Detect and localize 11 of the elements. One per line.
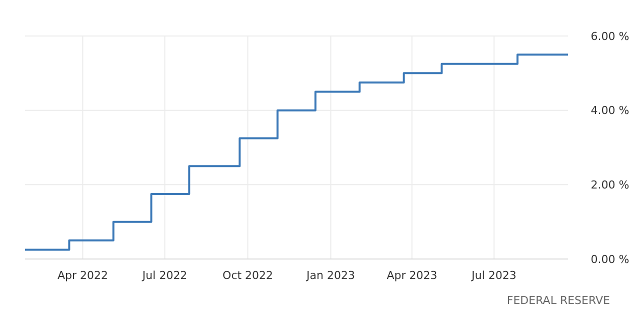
x-tick-label: Oct 2022: [222, 268, 274, 282]
x-tick-label: Apr 2023: [386, 268, 438, 282]
y-tick-label: 6.00 %: [590, 30, 630, 43]
x-tick-label: Jul 2022: [141, 268, 188, 282]
x-tick-label: Apr 2022: [57, 268, 108, 282]
x-tick-label: Jan 2023: [306, 268, 355, 282]
text: FEDERAL RESERVE: [506, 294, 610, 307]
y-tick-label: 4.00 %: [590, 104, 630, 118]
y-tick-label: 2.00 %: [590, 178, 630, 192]
x-tick-label: Jul 2023: [470, 268, 516, 282]
y-tick-label: 0.00 %: [590, 252, 630, 266]
